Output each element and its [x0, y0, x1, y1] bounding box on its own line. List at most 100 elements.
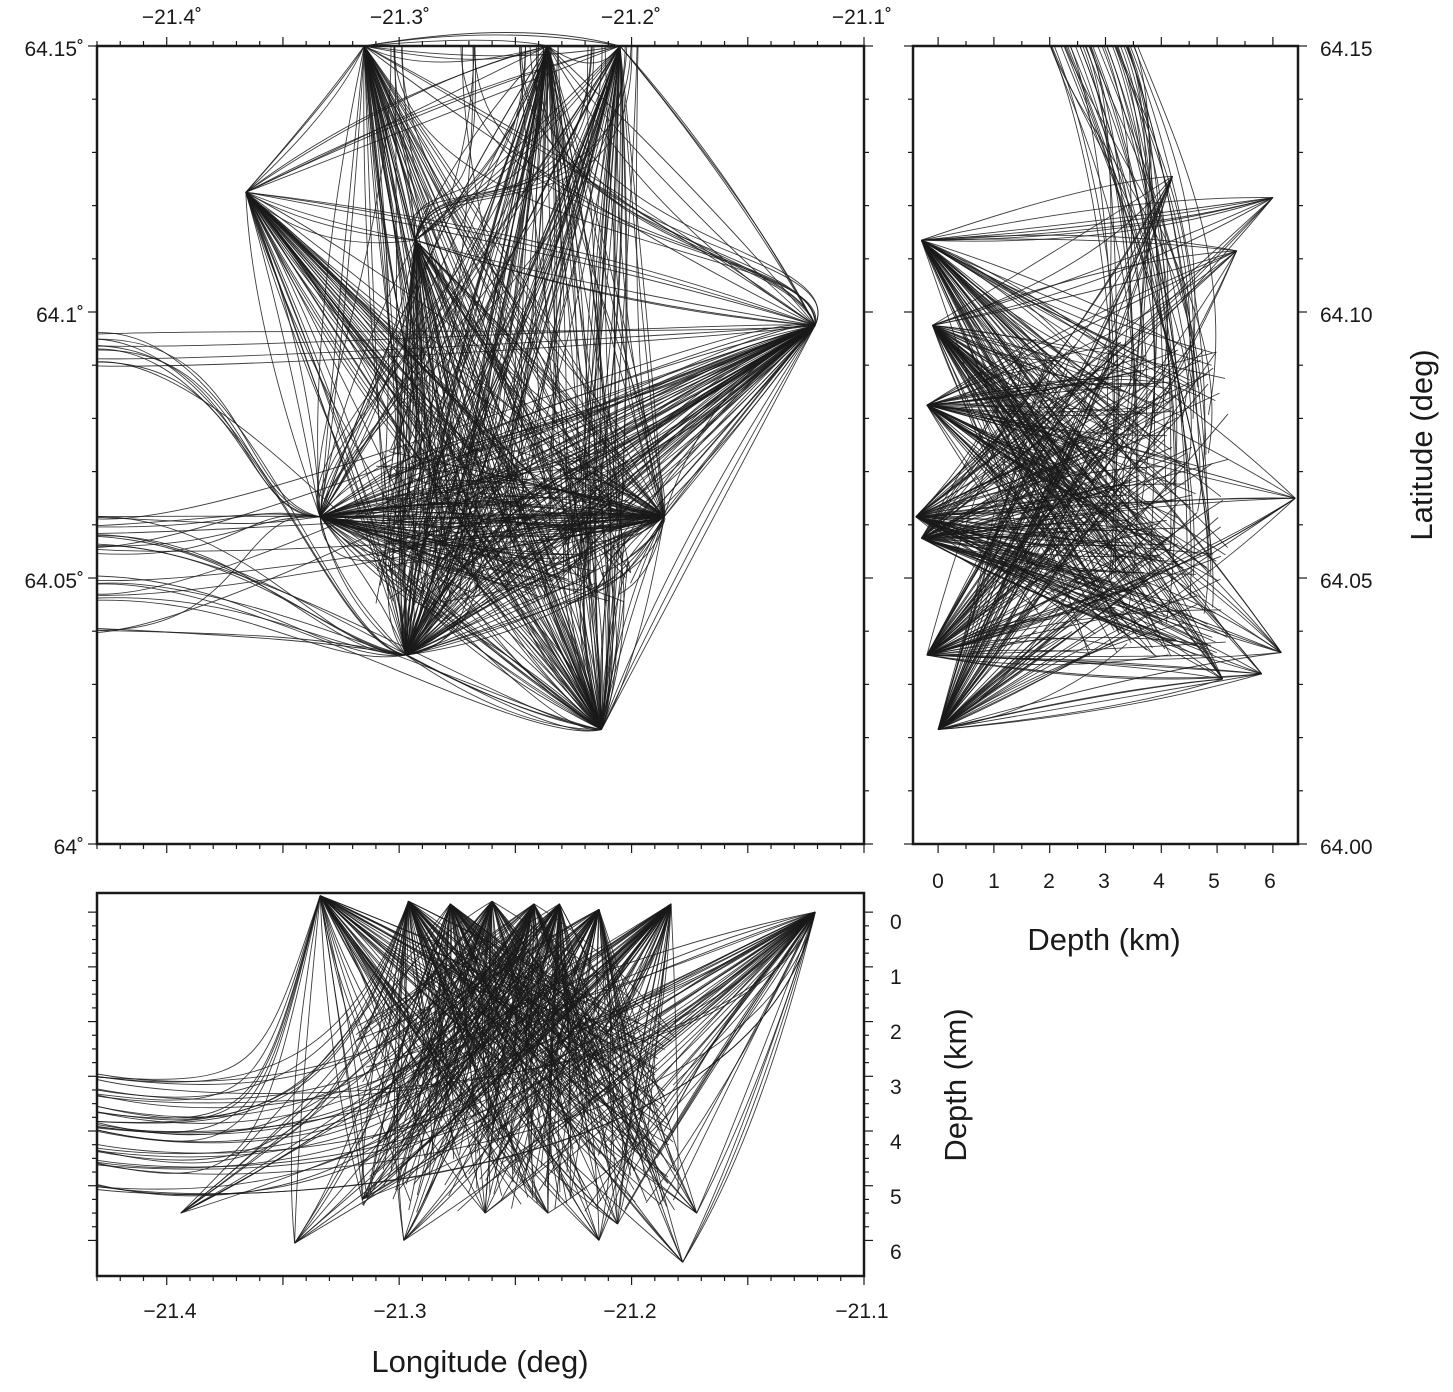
ray-path — [316, 45, 547, 517]
ray-path — [361, 903, 672, 1200]
ray-path — [932, 325, 1224, 680]
ray-path — [415, 239, 665, 518]
ray-path — [938, 643, 1128, 731]
ray-path — [926, 176, 1173, 656]
ray-path — [547, 45, 578, 534]
map-ray-paths — [96, 32, 819, 732]
ray-path — [408, 900, 600, 1241]
ray-path — [915, 497, 1296, 518]
ray-path — [96, 599, 407, 658]
ray-path — [491, 901, 618, 1225]
ray-path — [1137, 45, 1217, 415]
ray-path — [926, 404, 1217, 562]
ray-path — [1075, 45, 1133, 448]
map-panel: −21.4˚ −21.3˚ −21.2˚ −21.1˚ 64.15˚ 64.1˚… — [24, 6, 892, 859]
ray-path — [915, 516, 1282, 653]
ray-path — [449, 903, 684, 1263]
ray-path — [361, 903, 672, 1200]
ray-path — [96, 901, 409, 1164]
ray-path — [245, 45, 365, 193]
map-x-tick-labels: −21.4˚ −21.3˚ −21.2˚ −21.1˚ — [142, 6, 892, 29]
ray-path — [601, 516, 665, 730]
ray-path — [363, 45, 602, 730]
ray-path — [1116, 45, 1194, 392]
ray-path — [96, 324, 816, 367]
ray-path — [96, 338, 407, 656]
ray-path — [1089, 45, 1112, 550]
ray-path — [932, 324, 1153, 406]
ray-path — [484, 903, 535, 1214]
ray-path — [96, 324, 816, 347]
ray-path — [921, 497, 1296, 539]
ray-path — [319, 516, 602, 730]
ray-path — [363, 45, 624, 557]
ray-path — [245, 45, 621, 193]
ray-path — [921, 537, 1282, 653]
ray-path — [96, 911, 816, 1094]
ray-path — [937, 480, 1176, 730]
ray-path — [926, 636, 1052, 656]
ray-path — [921, 197, 1274, 242]
ray-path — [557, 45, 611, 730]
ray-path — [921, 238, 1237, 252]
ray-path — [921, 239, 1224, 680]
ray-path — [587, 45, 614, 730]
ray-path — [937, 250, 1238, 730]
ray-path — [394, 45, 407, 656]
ray-path — [96, 338, 321, 518]
ray-path — [319, 516, 407, 656]
ray-path — [363, 45, 407, 656]
ray-path — [403, 903, 560, 1241]
longitude-section-depth-tick-labels: 0 1 2 3 4 5 6 — [890, 911, 902, 1264]
ray-path — [361, 911, 816, 1200]
ray-path — [937, 631, 1073, 730]
latitude-section-x-tick-labels: 0 1 2 3 4 5 6 — [932, 870, 1276, 893]
ray-path — [600, 45, 628, 730]
depth-tick-label: 2 — [890, 1021, 902, 1044]
ray-path — [663, 325, 816, 518]
ray-path — [405, 544, 526, 656]
ray-path — [491, 901, 684, 1263]
ray-path — [317, 45, 392, 517]
ray-path — [921, 523, 1147, 539]
ray-path — [926, 440, 1125, 656]
ray-path — [484, 911, 816, 1214]
ray-path — [937, 250, 1238, 730]
ray-path — [415, 239, 816, 326]
depth-tick-label: 2 — [1043, 870, 1055, 893]
ray-path — [921, 197, 1274, 539]
depth-tick-label: 0 — [890, 911, 902, 934]
ray-path — [926, 464, 1168, 656]
ray-path — [584, 45, 621, 542]
ray-path — [401, 45, 603, 656]
ray-path — [580, 45, 621, 581]
ray-path — [96, 349, 321, 518]
ray-path — [921, 197, 1274, 539]
ray-path — [921, 197, 1273, 241]
ray-path — [398, 903, 672, 1191]
ray-path — [570, 476, 602, 730]
ray-path — [245, 192, 602, 730]
ray-path — [319, 45, 475, 517]
ray-path — [670, 903, 679, 1192]
ray-path — [926, 403, 1082, 434]
ray-path — [682, 911, 816, 1263]
ray-path — [96, 323, 816, 520]
ray-path — [96, 903, 560, 1158]
ray-path — [357, 903, 535, 1027]
ray-path — [364, 39, 548, 47]
ray-path — [915, 176, 1173, 518]
ray-path — [535, 45, 816, 326]
ray-path — [441, 45, 621, 487]
ray-path — [405, 240, 426, 656]
latitude-tick-labels: 64.15 64.10 64.05 64.00 — [1320, 38, 1373, 859]
ray-path — [363, 45, 450, 574]
longitude-section-ray-paths — [96, 895, 816, 1263]
ray-path — [915, 250, 1237, 518]
ray-path — [449, 903, 486, 1214]
ray-path — [932, 324, 1138, 436]
ray-path — [96, 361, 602, 731]
ray-path — [96, 515, 665, 518]
ray-path — [921, 537, 1223, 680]
ray-path — [491, 901, 641, 1182]
